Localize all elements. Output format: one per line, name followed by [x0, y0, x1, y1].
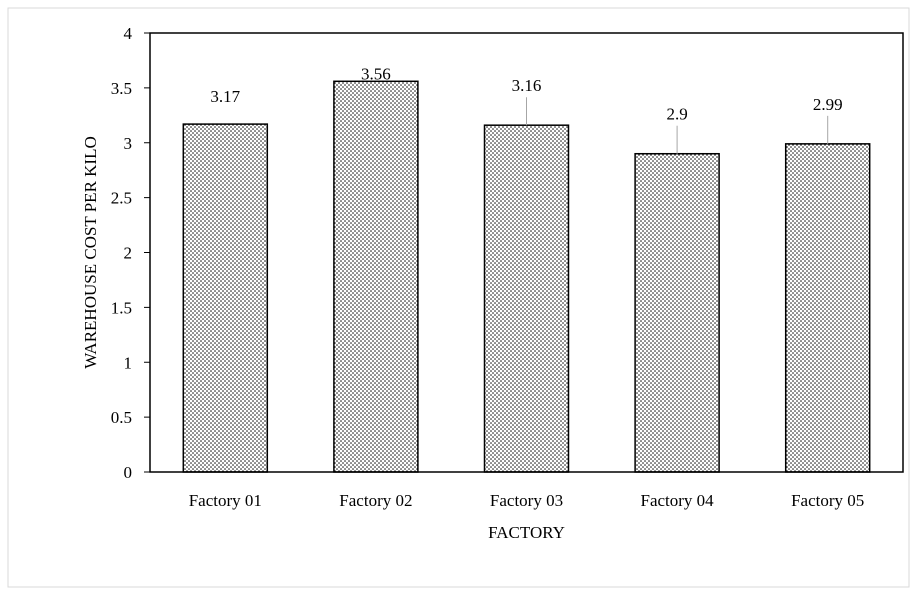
bar-factory-03: [483, 124, 570, 473]
y-tick-label: 0.5: [111, 408, 132, 427]
x-tick-label: Factory 03: [490, 491, 563, 510]
y-tick-label: 1.5: [111, 298, 132, 317]
y-tick-label: 0: [124, 463, 133, 482]
data-label: 2.9: [666, 105, 687, 124]
y-tick-label: 2: [124, 244, 133, 263]
y-axis-title: WAREHOUSE COST PER KILO: [81, 136, 100, 369]
y-tick-label: 3: [124, 134, 133, 153]
y-tick-label: 3.5: [111, 79, 132, 98]
label-leader-lines: [526, 97, 829, 154]
bar-factory-04: [634, 152, 720, 473]
x-tick-label: Factory 04: [641, 491, 715, 510]
chart-border: [7, 7, 910, 588]
y-tick-label: 1: [124, 353, 133, 372]
x-axis-ticks: Factory 01 Factory 02 Factory 03 Factory 04…: [189, 491, 865, 510]
x-tick-label: Factory 02: [339, 491, 412, 510]
bar-factory-01: [182, 123, 269, 473]
bar-factory-02: [333, 80, 419, 473]
bar-factory-05: [784, 143, 871, 473]
data-label: 3.17: [210, 87, 240, 106]
y-tick-label: 4: [124, 24, 133, 43]
y-axis-ticks: 0 0.5 1 1.5 2 2.5 3 3.5 4: [111, 24, 150, 482]
x-tick-label: Factory 05: [791, 491, 864, 510]
x-axis-title: FACTORY: [488, 523, 565, 542]
data-label: 2.99: [813, 95, 843, 114]
data-label: 3.56: [361, 64, 391, 83]
data-label: 3.16: [512, 76, 542, 95]
bars: [182, 80, 871, 473]
data-labels: 3.17 3.56 3.16 2.9 2.99: [210, 64, 842, 123]
y-tick-label: 2.5: [111, 189, 132, 208]
x-tick-label: Factory 01: [189, 491, 262, 510]
